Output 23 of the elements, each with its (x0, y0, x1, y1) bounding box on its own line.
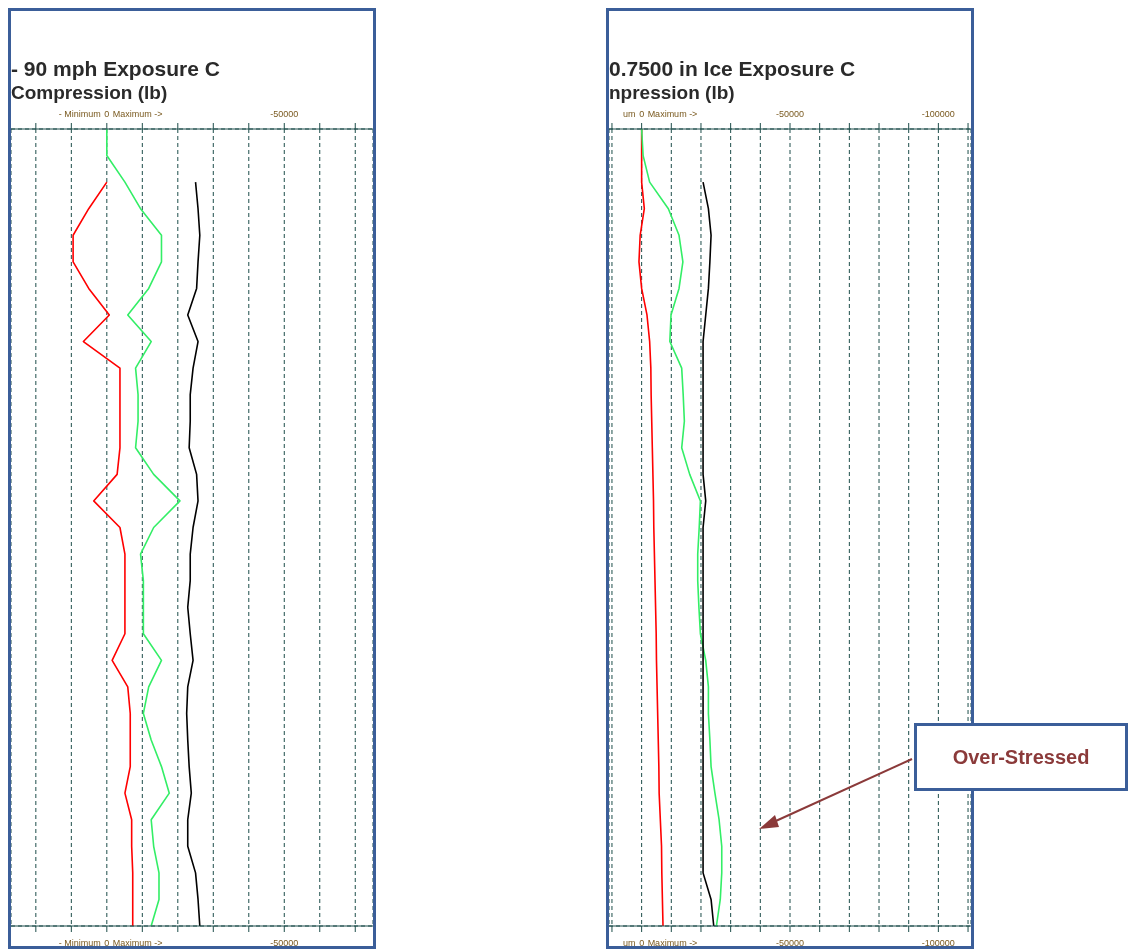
text: - Minimum (58, 938, 101, 948)
x-tick-label: 0 (639, 938, 645, 948)
chart-title: - 90 mph Exposure C (11, 57, 221, 81)
text: Maximum -> (112, 938, 163, 948)
x-tick-label: 0 (104, 938, 110, 948)
x-tick-label: -50000 (775, 938, 805, 948)
text: Maximum -> (647, 938, 698, 948)
text: - Minimum (58, 109, 101, 119)
x-tick-label: -100000 (921, 938, 955, 948)
x2-tick-label: 0 (639, 109, 645, 119)
text: Maximum -> (647, 109, 698, 119)
x2-tick-label: 0 (104, 109, 110, 119)
text: Maximum -> (112, 109, 163, 119)
text: um (623, 109, 636, 119)
chart-subtitle: npression (lb) (609, 81, 736, 105)
x-tick-label: -50000 (270, 938, 299, 948)
x2-tick-label: -50000 (775, 109, 805, 119)
callout-box: Over-Stressed (914, 723, 1128, 791)
chart-subtitle: Compression (lb) (11, 81, 169, 105)
x2-tick-label: -100000 (921, 109, 955, 119)
chart-title: 0.7500 in Ice Exposure C (609, 57, 857, 81)
x2-tick-label: -50000 (270, 109, 299, 119)
text: um (623, 938, 636, 948)
